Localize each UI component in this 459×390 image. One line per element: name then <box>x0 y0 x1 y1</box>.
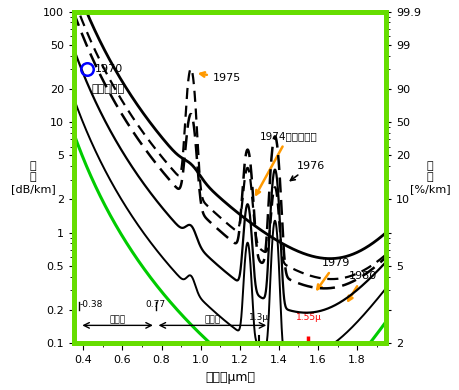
Text: 1976: 1976 <box>290 161 324 181</box>
Text: 0.77: 0.77 <box>146 300 165 309</box>
Text: 1.3μ: 1.3μ <box>249 313 269 322</box>
Text: 赤外光: 赤外光 <box>204 316 220 324</box>
Text: 損
失
[%/km]: 損 失 [%/km] <box>409 161 449 194</box>
Text: 1975: 1975 <box>200 72 240 83</box>
Text: コーニング: コーニング <box>91 84 124 94</box>
Text: 1974ベル研究所: 1974ベル研究所 <box>256 131 316 195</box>
X-axis label: 波長（μm）: 波長（μm） <box>205 370 254 383</box>
Text: 可視光: 可視光 <box>109 316 125 324</box>
Text: -0.38: -0.38 <box>79 300 103 309</box>
Text: 損
失
[dB/km]: 損 失 [dB/km] <box>11 161 55 194</box>
Text: 1980: 1980 <box>347 271 377 301</box>
Text: 1970: 1970 <box>95 64 123 74</box>
Text: 1.55μ: 1.55μ <box>296 313 321 322</box>
Text: 1979: 1979 <box>317 258 349 289</box>
